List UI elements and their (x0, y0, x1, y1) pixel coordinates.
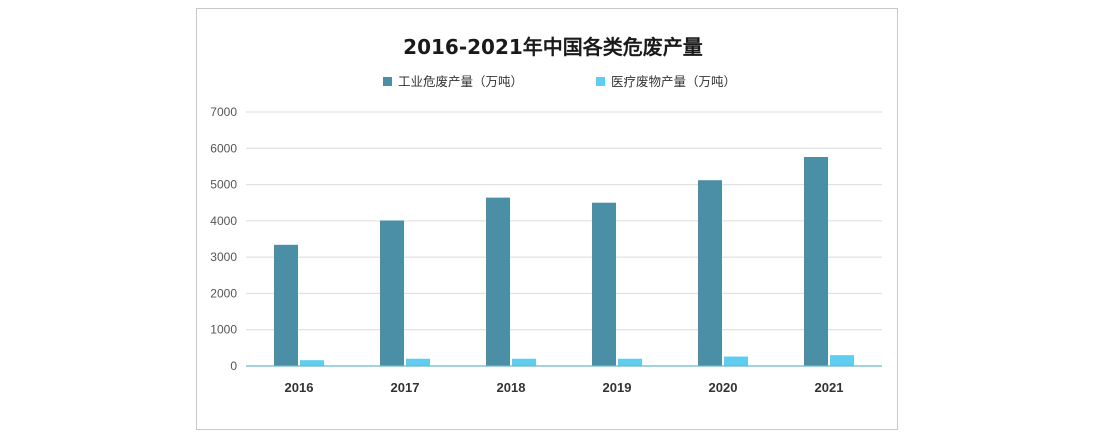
bar-industrial-2020 (698, 180, 722, 366)
y-tick-label: 0 (230, 359, 237, 373)
bar-industrial-2019 (592, 202, 616, 366)
bar-medical-2016 (300, 360, 324, 366)
bar-medical-2018 (512, 358, 536, 366)
bar-medical-2020 (724, 356, 748, 366)
bar-industrial-2016 (274, 244, 298, 366)
x-tick-label: 2018 (497, 380, 526, 395)
y-tick-label: 2000 (210, 286, 237, 300)
x-tick-label: 2021 (815, 380, 844, 395)
legend-label: 医疗废物产量（万吨） (611, 74, 736, 89)
legend: 工业危废产量（万吨） 医疗废物产量（万吨） (383, 74, 736, 89)
y-tick-label: 1000 (210, 323, 237, 337)
x-axis-ticks: 2016 2017 2018 2019 2020 2021 (285, 380, 844, 395)
y-tick-label: 7000 (210, 105, 237, 119)
chart-frame (196, 8, 898, 430)
bar-medical-2021 (830, 355, 854, 366)
y-tick-label: 6000 (210, 141, 237, 155)
bar-industrial-2021 (804, 156, 828, 366)
legend-label: 工业危废产量（万吨） (398, 74, 523, 89)
bar-medical-2017 (406, 358, 430, 366)
bar-industrial-2018 (486, 197, 510, 366)
chart-title: 2016-2021年中国各类危废产量 (403, 35, 703, 59)
y-tick-label: 5000 (210, 178, 237, 192)
legend-swatch (596, 77, 605, 86)
bar-industrial-2017 (380, 220, 404, 366)
bars-group (274, 156, 854, 366)
legend-swatch (383, 77, 392, 86)
y-tick-label: 4000 (210, 214, 237, 228)
x-tick-label: 2016 (285, 380, 314, 395)
y-tick-label: 3000 (210, 250, 237, 264)
x-tick-label: 2017 (391, 380, 420, 395)
x-tick-label: 2019 (603, 380, 632, 395)
y-axis-ticks: 0 1000 2000 3000 4000 5000 6000 7000 (210, 105, 237, 373)
x-tick-label: 2020 (709, 380, 738, 395)
bar-medical-2019 (618, 358, 642, 366)
grid-lines (246, 111, 882, 331)
